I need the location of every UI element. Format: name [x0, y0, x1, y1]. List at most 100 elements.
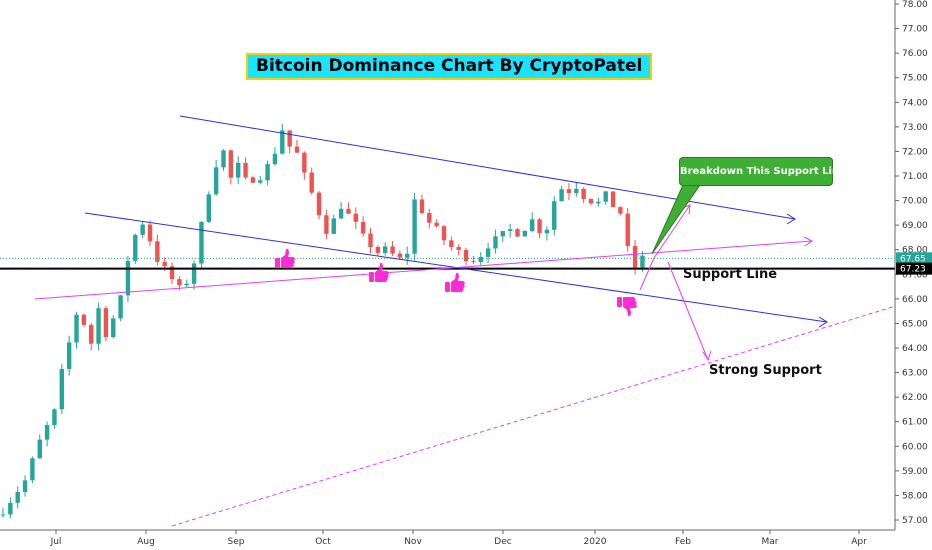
candle-body: [485, 248, 491, 257]
x-tick-label: Aug: [137, 537, 155, 547]
candle: [59, 363, 64, 414]
candle: [37, 434, 42, 459]
candle-body: [478, 256, 483, 263]
y-tick-label: 62.00: [902, 393, 928, 403]
candle-body: [603, 191, 608, 202]
candle-body: [530, 219, 535, 231]
candle-body: [375, 246, 381, 254]
candle-body: [552, 201, 557, 230]
candle: [30, 456, 35, 484]
candle-body: [324, 215, 329, 234]
candle-body: [588, 198, 594, 204]
candle-body: [434, 222, 439, 227]
candle-body: [456, 247, 461, 250]
candle-body: [331, 218, 336, 234]
x-tick-label: Oct: [315, 537, 331, 547]
y-tick-label: 57.00: [902, 516, 928, 526]
candle-body: [309, 172, 314, 193]
y-tick-label: 75.00: [902, 74, 928, 84]
candle-body: [405, 253, 410, 258]
candle: [500, 230, 505, 242]
candle-body: [199, 221, 204, 264]
y-tick-label: 63.00: [902, 369, 928, 379]
candle-body: [632, 246, 638, 268]
rising-trend-arrow: [803, 236, 813, 247]
candle: [155, 234, 160, 266]
candle: [537, 217, 542, 239]
thumb-hand: [375, 262, 389, 283]
candle: [147, 220, 153, 246]
candle: [206, 191, 211, 224]
candle-body: [265, 164, 270, 181]
candle: [221, 149, 226, 171]
candle-body: [81, 314, 87, 325]
y-tick-label: 67.00: [902, 270, 928, 280]
candle: [405, 246, 410, 265]
candle-body: [191, 263, 197, 284]
price-tag-label: 67.65: [900, 254, 926, 264]
y-tick-label: 65.00: [902, 319, 928, 329]
candle: [434, 219, 439, 228]
candle-body: [155, 241, 160, 262]
candle-body: [640, 255, 645, 268]
candle: [184, 279, 189, 288]
candle-body: [397, 253, 403, 258]
thumb-hand: [623, 296, 637, 317]
candle-body: [390, 246, 395, 254]
candle: [243, 157, 248, 180]
callout-pointer: [651, 184, 701, 255]
candle: [265, 160, 270, 186]
y-tick-label: 61.00: [902, 418, 928, 428]
candle: [588, 198, 594, 206]
candle: [258, 175, 263, 185]
upper-channel-arrow: [786, 213, 796, 225]
candle-body: [228, 150, 234, 178]
candle: [66, 335, 72, 376]
y-axis-bg: [895, 0, 932, 550]
candle-body: [419, 199, 425, 213]
y-tick-label: 64.00: [902, 344, 928, 354]
candle-body: [338, 208, 344, 219]
y-tick-label: 77.00: [902, 25, 928, 35]
price-tag: 67.65: [896, 252, 932, 264]
candle-body: [574, 188, 579, 194]
candle: [169, 262, 175, 285]
candle-body: [280, 130, 285, 154]
candle-body: [133, 234, 138, 261]
candle-body: [596, 201, 601, 204]
candle: [610, 191, 616, 208]
candle-body: [103, 308, 109, 338]
x-tick-label: Dec: [494, 537, 511, 547]
x-tick-label: Nov: [404, 537, 422, 547]
candle: [596, 197, 601, 207]
candle-body: [353, 213, 358, 222]
candle: [412, 193, 417, 261]
y-tick-label: 74.00: [902, 98, 928, 108]
y-tick-label: 73.00: [902, 123, 928, 133]
candle-body: [140, 224, 145, 235]
candle: [471, 255, 476, 265]
candle: [52, 408, 57, 429]
candle-body: [111, 318, 116, 338]
y-tick-label: 72.00: [902, 147, 928, 157]
drop-arrow-head: [702, 350, 712, 362]
candle-body: [316, 192, 322, 216]
y-tick-label: 66.00: [902, 295, 928, 305]
candle-body: [118, 295, 123, 319]
candle: [507, 223, 513, 238]
x-tick-label: Sep: [228, 537, 245, 547]
candle-body: [360, 221, 366, 234]
thumbs-up-icon: [445, 272, 465, 293]
candle: [125, 255, 131, 303]
candle: [81, 313, 87, 328]
x-tick-label: Mar: [762, 537, 779, 547]
x-tick-label: 2020: [584, 537, 607, 547]
price-tag-bg: [896, 252, 932, 265]
candle-body: [236, 162, 241, 178]
candle-body: [250, 177, 256, 183]
candle-body: [368, 233, 373, 247]
candle-body: [30, 458, 35, 481]
price-tag-bg: [896, 262, 932, 275]
candle-body: [169, 266, 175, 280]
candle: [530, 212, 535, 233]
